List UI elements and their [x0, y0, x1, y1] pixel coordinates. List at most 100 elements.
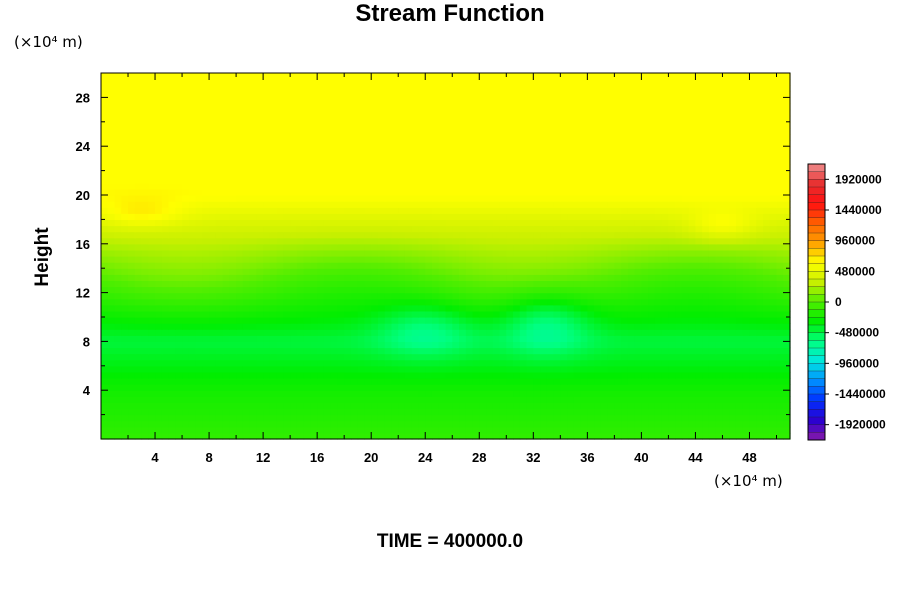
field-cell [134, 384, 143, 391]
field-cell [627, 176, 636, 184]
field-cell [411, 237, 420, 245]
field-cell [344, 402, 352, 410]
field-cell [607, 249, 615, 257]
field-cell [492, 317, 501, 324]
field-cell [445, 323, 453, 330]
field-cell [101, 164, 109, 172]
field-cell [404, 426, 413, 434]
field-cell [398, 158, 406, 166]
field-cell [411, 262, 420, 269]
field-cell [546, 219, 555, 227]
field-cell [222, 176, 230, 184]
field-cell [600, 329, 609, 336]
field-cell [594, 426, 602, 434]
field-cell [384, 329, 393, 336]
field-cell [756, 353, 764, 361]
field-cell [580, 182, 588, 190]
field-cell [614, 359, 622, 367]
field-cell [472, 219, 480, 227]
field-cell [621, 152, 629, 159]
field-cell [762, 323, 771, 330]
field-cell [668, 292, 676, 300]
field-cell [702, 286, 710, 294]
field-cell [222, 249, 230, 257]
field-cell [546, 176, 555, 184]
field-cell [533, 414, 541, 422]
field-cell [391, 390, 399, 397]
field-cell [357, 286, 366, 294]
field-cell [236, 188, 244, 196]
field-cell [519, 158, 528, 166]
field-cell [445, 286, 453, 294]
field-cell [256, 298, 264, 306]
field-cell [202, 249, 210, 257]
field-cell [418, 158, 426, 166]
field-cell [438, 158, 447, 166]
field-cell [357, 249, 366, 257]
field-cell [283, 414, 291, 422]
field-cell [128, 432, 136, 440]
field-cell [479, 317, 487, 324]
field-cell [540, 140, 548, 147]
field-cell [560, 274, 568, 281]
field-cell [296, 195, 305, 202]
field-cell [215, 231, 224, 239]
field-cell [614, 225, 622, 233]
field-cell [654, 359, 663, 367]
field-cell [776, 231, 784, 239]
field-cell [188, 335, 197, 342]
field-cell [330, 420, 339, 428]
field-cell [654, 347, 663, 355]
field-cell [735, 310, 744, 318]
field-cell [148, 268, 156, 275]
field-cell [675, 298, 683, 306]
field-cell [708, 298, 717, 306]
field-cell [377, 359, 386, 367]
field-cell [756, 256, 764, 263]
field-cell [567, 195, 575, 202]
field-cell [168, 384, 176, 391]
field-cell [519, 201, 528, 208]
field-cell [188, 158, 197, 166]
field-cell [121, 323, 129, 330]
field-cell [567, 292, 575, 300]
field-cell [357, 188, 366, 196]
field-cell [357, 408, 366, 416]
field-cell [735, 420, 744, 428]
field-cell [155, 378, 163, 385]
field-cell [107, 164, 116, 172]
field-cell [445, 219, 453, 227]
field-cell [236, 408, 244, 416]
field-cell [290, 371, 298, 379]
field-cell [472, 317, 480, 324]
field-cell [533, 249, 541, 257]
field-cell [303, 158, 312, 166]
field-cell [695, 231, 703, 239]
field-cell [573, 280, 582, 288]
field-cell [675, 359, 683, 367]
field-cell [708, 286, 717, 294]
field-cell [627, 292, 636, 300]
field-cell [384, 408, 393, 416]
field-cell [161, 243, 170, 251]
field-cell [573, 371, 582, 379]
field-cell [377, 292, 386, 300]
field-cell [222, 317, 230, 324]
field-cell [364, 274, 372, 281]
field-cell [175, 432, 183, 440]
field-cell [256, 152, 264, 159]
field-cell [769, 231, 778, 239]
field-cell [688, 365, 697, 373]
field-cell [188, 219, 197, 227]
field-cell [546, 298, 555, 306]
field-cell [398, 213, 406, 220]
field-cell [431, 225, 440, 233]
field-cell [323, 378, 332, 385]
field-cell [445, 371, 453, 379]
field-cell [546, 353, 555, 361]
field-cell [533, 231, 541, 239]
field-cell [350, 256, 359, 263]
field-cell [708, 158, 717, 166]
field-cell [377, 213, 386, 220]
field-cell [681, 268, 690, 275]
